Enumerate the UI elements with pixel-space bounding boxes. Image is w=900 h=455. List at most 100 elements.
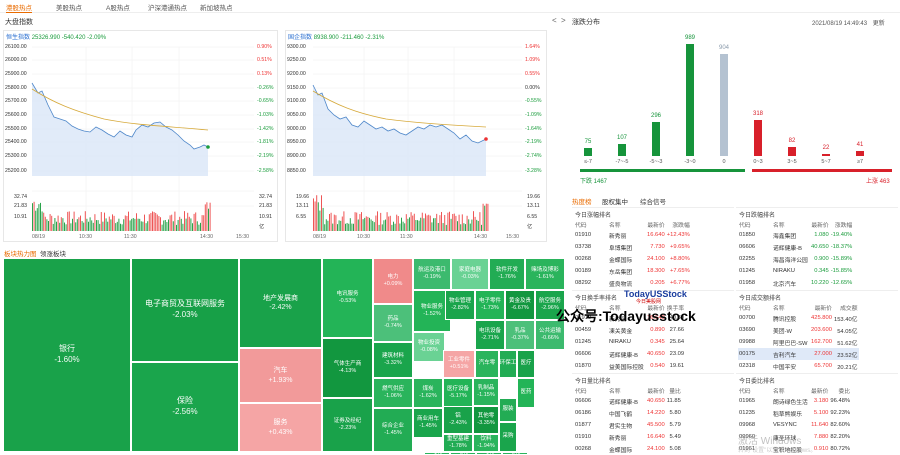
tab-concentration[interactable]: 股权集中 [602, 199, 628, 206]
table-row[interactable]: 01245 NIRAKU 0.345 -15.85% [738, 265, 853, 277]
tab-hot-rank[interactable]: 热度榜 [572, 199, 592, 206]
stock-name: 新秀丽 [609, 316, 627, 323]
table-row[interactable]: 03690 美团-W 203.600 54.05亿 [738, 324, 859, 336]
heatmap-tile[interactable]: 软件开发 -1.76% [489, 258, 525, 290]
table-row[interactable]: 01870 益美国际控股 0.540 19.61 [574, 360, 685, 372]
table-row[interactable]: 01910 新秀丽 16.640 5.49 [574, 431, 682, 443]
heatmap-tile[interactable]: 其他零 -3.35% [473, 406, 499, 434]
table-row[interactable]: 06186 中国飞鹤 14.220 5.80 [574, 407, 682, 419]
distribution-bar[interactable] [686, 44, 694, 156]
tab-leading-sectors[interactable]: 领涨板块 [40, 251, 66, 258]
table-row[interactable]: 09988 阿里巴巴-SW 162.700 51.62亿 [738, 336, 859, 348]
tile-name: 电力 [387, 273, 399, 280]
heatmap-tile[interactable]: 汽车 +1.93% [239, 348, 322, 403]
distribution-bar[interactable] [856, 151, 864, 156]
table-row[interactable]: 09960 康圣环球 7.880 82.20% [738, 431, 851, 443]
table-row[interactable]: 06606 诺辉健康-B 40.650 11.85 [574, 395, 682, 407]
heatmap-tile[interactable]: 公共运输 -0.66% [535, 320, 565, 350]
table-row[interactable]: 01958 北京汽车 10.220 -12.65% [738, 277, 853, 289]
table-row[interactable]: 08292 盛良物流 0.205 +6.77% [574, 277, 691, 289]
tile-pct: -1.45% [384, 430, 402, 436]
next-arrow-icon[interactable]: > [561, 16, 566, 25]
heatmap-tile[interactable]: 电力 +0.09% [373, 258, 413, 304]
tab-sg-hot[interactable]: 新加坡热点 [200, 5, 233, 12]
table-row[interactable]: 01910 新秀丽 16.640 +12.43% [574, 229, 691, 241]
heatmap-tile[interactable]: 煤炭 -1.62% [413, 378, 443, 408]
heatmap-tile[interactable]: 建筑材料 -3.32% [373, 342, 413, 378]
heatmap-tile[interactable]: 铝 -2.43% [443, 406, 473, 434]
table-row[interactable]: 00175 吉利汽车 27.000 23.52亿 [738, 348, 859, 360]
heatmap-tile[interactable]: 燃气供应 -1.06% [373, 378, 413, 408]
heatmap-tile[interactable]: 气体生产商 -4.13% [322, 338, 373, 398]
heatmap-tile[interactable]: 电子零件 -1.73% [475, 290, 505, 320]
heatmap-tile[interactable]: 家庭电器 -0.03% [451, 258, 489, 290]
table-row[interactable]: 02255 海昌海洋公园 0.900 -15.89% [738, 253, 853, 265]
heatmap-tile[interactable]: 电讯设备 -2.71% [475, 320, 505, 350]
heatmap-tile[interactable]: 乳制品 -1.15% [473, 378, 499, 406]
table-row[interactable]: 06606 诺辉健康-B 40.650 23.09 [574, 348, 685, 360]
table-row[interactable]: 01235 稻草熊娱乐 5.100 92.23% [738, 407, 851, 419]
heatmap-tile[interactable]: 银行 -1.60% [3, 258, 131, 452]
table-row[interactable]: 01877 君实生物 45.500 5.79 [574, 419, 682, 431]
heatmap-tile[interactable]: 物业投资 -0.08% [413, 332, 445, 362]
tab-a-hot[interactable]: A股热点 [106, 5, 130, 12]
tab-sector-heatmap[interactable]: 板块热力图 [4, 251, 37, 258]
prev-arrow-icon[interactable]: < [552, 16, 557, 25]
heatmap-tile[interactable]: 医药 [517, 378, 535, 408]
distribution-bar[interactable] [618, 143, 626, 156]
table-row[interactable]: 06606 诺辉健康-B 40.650 -18.37% [738, 241, 853, 253]
heatmap-tile[interactable]: 汽车零 [475, 350, 499, 378]
heatmap-tile[interactable]: 赌场及博彩 -1.61% [525, 258, 565, 290]
table-row[interactable]: 01245 NIRAKU 0.345 25.64 [574, 336, 685, 348]
tab-hk-hot[interactable]: 港股热点 [6, 2, 32, 13]
table-row[interactable]: 00700 腾讯控股 425.800 153.40亿 [738, 312, 859, 324]
table-row[interactable]: 00189 东岳集团 18.300 +7.65% [574, 265, 691, 277]
heatmap-tile[interactable]: 地产发展商 -2.42% [239, 258, 322, 348]
table-row[interactable]: 01961 宝积地控股 0.910 80.72% [738, 443, 851, 455]
heatmap-tile[interactable]: 饮料 -1.94% [473, 434, 499, 452]
distribution-bar[interactable] [822, 153, 830, 156]
heatmap-tile[interactable]: 药品 -0.74% [373, 304, 413, 342]
table-row[interactable]: 09968 VESYNC 11.640 82.60% [738, 419, 851, 431]
heatmap-tile[interactable]: 电讯服务 -0.53% [322, 258, 373, 338]
up-bar [752, 169, 892, 172]
tab-signal[interactable]: 综合信号 [640, 199, 666, 206]
table-row[interactable]: 00459 凍关黄金 0.890 27.66 [574, 324, 685, 336]
heatmap-tile[interactable]: 服务 +0.43% [239, 403, 322, 452]
distribution-bar[interactable] [788, 146, 796, 156]
table-row[interactable]: 00268 金蝶国际 24.100 +8.80% [574, 253, 691, 265]
heatmap-tile[interactable]: 航空服务 -2.96% [535, 290, 565, 320]
heatmap-tile[interactable]: 环保工 [499, 350, 517, 378]
tab-connect-hot[interactable]: 沪深港通热点 [148, 5, 187, 12]
heatmap-tile[interactable]: 电子商贸及互联网服务 -2.03% [131, 258, 239, 362]
heatmap-tile[interactable]: 物业服务 -1.52% [413, 290, 451, 332]
heatmap-tile[interactable]: 采购 [499, 422, 517, 452]
heatmap-tile[interactable]: 证券及经纪 -2.23% [322, 398, 373, 452]
heatmap-tile[interactable]: 航运及港口 -0.19% [413, 258, 451, 290]
heatmap-tile[interactable]: 黄金及贵 -6.67% [505, 290, 535, 320]
heatmap-tile[interactable]: 物业管理 -2.82% [445, 290, 475, 320]
table-row[interactable]: 01965 朗诗绿色生活 3.180 96.48% [738, 395, 851, 407]
table-row[interactable]: 01850 海鑫集团 1.080 -19.40% [738, 229, 853, 241]
heatmap-tile[interactable]: 服装 [499, 398, 517, 422]
heatmap-tile[interactable]: 商业用车 -1.45% [413, 408, 443, 438]
update-button[interactable]: 更新 [872, 21, 885, 27]
tile-name: 乳品 [514, 327, 526, 334]
heatmap-tile[interactable]: 重型基建 -1.78% [443, 434, 473, 452]
table-row[interactable]: 00268 金蝶国际 24.100 5.08 [574, 443, 682, 455]
heatmap-tile[interactable]: 医疗 [517, 350, 535, 378]
table-row[interactable]: 01910 新秀丽 16.640 40.30 [574, 312, 685, 324]
heatmap-tile[interactable]: 综合企业 -1.45% [373, 408, 413, 452]
distribution-bar[interactable] [720, 53, 728, 156]
distribution-bar[interactable] [584, 147, 592, 156]
heatmap-tile[interactable]: 乳品 -0.37% [505, 320, 535, 350]
table-row[interactable]: 02318 中国平安 65.700 20.21亿 [738, 360, 859, 372]
heatmap-tile[interactable]: 医疗设备 -5.17% [443, 378, 473, 408]
tile-pct: -1.45% [419, 423, 437, 429]
heatmap-tile[interactable]: 工业零件 +0.51% [443, 350, 475, 378]
distribution-bar[interactable] [652, 122, 660, 156]
table-row[interactable]: 03738 阜博集团 7.730 +9.65% [574, 241, 691, 253]
tab-us-hot[interactable]: 美股热点 [56, 5, 82, 12]
heatmap-tile[interactable]: 保险 -2.56% [131, 362, 239, 452]
distribution-bar[interactable] [754, 119, 762, 156]
